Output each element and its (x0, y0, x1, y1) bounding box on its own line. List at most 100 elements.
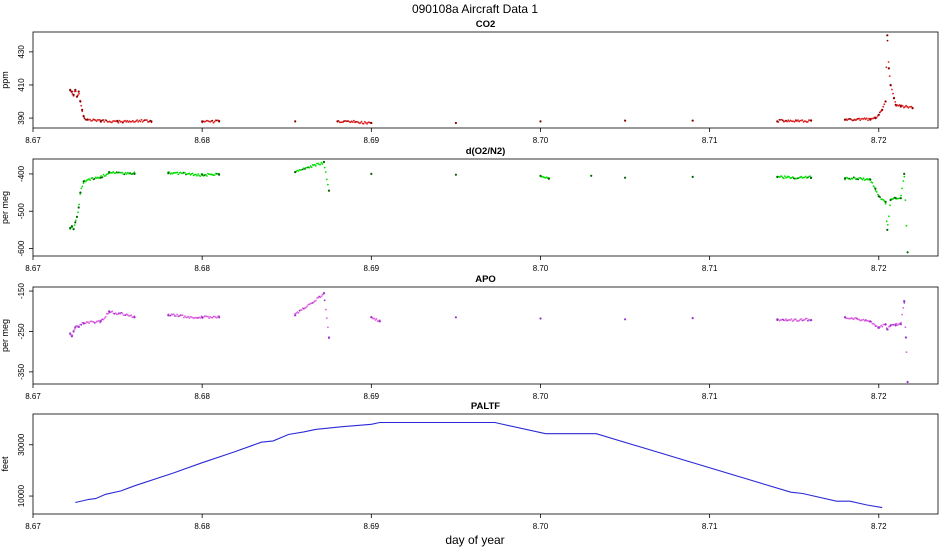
data-point (137, 121, 140, 123)
data-point (72, 228, 75, 231)
data-point (905, 351, 908, 353)
data-point (82, 180, 85, 183)
data-point (77, 325, 80, 328)
data-point (204, 173, 207, 176)
y-axis-label: feet (0, 456, 10, 472)
data-point (133, 316, 136, 319)
data-point (877, 113, 880, 116)
data-point (873, 323, 876, 326)
data-point (793, 120, 796, 123)
data-point (894, 324, 897, 327)
data-point (78, 92, 80, 95)
y-tick-label: -400 (17, 165, 26, 182)
y-tick-label: 390 (17, 111, 26, 125)
data-point (305, 306, 307, 309)
data-point (177, 173, 180, 176)
x-tick-label: 8.72 (871, 136, 887, 145)
data-point (776, 120, 779, 123)
data-point (124, 119, 126, 122)
data-point (184, 171, 186, 174)
data-point (74, 88, 77, 91)
data-point (70, 335, 73, 338)
data-point (875, 325, 878, 327)
data-point (882, 105, 885, 108)
data-point (88, 178, 90, 180)
data-point (167, 314, 170, 317)
data-point (121, 171, 124, 174)
y-tick-label: -350 (17, 363, 26, 380)
data-point (201, 316, 204, 319)
data-point (810, 319, 813, 322)
data-point (216, 317, 218, 319)
data-point (211, 119, 214, 122)
data-point (212, 121, 215, 124)
data-point (317, 296, 319, 299)
data-point (888, 75, 891, 77)
data-point (82, 115, 85, 118)
data-point (208, 317, 211, 319)
data-point (884, 202, 887, 205)
data-point (312, 301, 315, 304)
data-point (874, 117, 877, 120)
data-point (862, 177, 865, 180)
data-point (199, 317, 202, 319)
data-point (218, 173, 221, 176)
data-point (905, 224, 908, 227)
data-point (70, 225, 73, 228)
y-tick-label: 10000 (17, 484, 26, 507)
data-point (125, 121, 128, 123)
data-point (77, 90, 80, 93)
data-point (904, 336, 908, 339)
data-point (310, 166, 313, 169)
data-point (894, 101, 897, 103)
data-point (304, 168, 306, 170)
panel-apo: APO per meg 8.67 8.68 8.69 8.70 8.71 8.72 -350 -2… (0, 274, 939, 401)
data-point (319, 163, 322, 166)
data-point (874, 190, 877, 192)
data-point (624, 119, 627, 122)
data-point (93, 177, 96, 180)
x-tick-label: 8.67 (25, 264, 41, 273)
data-point (867, 119, 869, 122)
data-point (886, 34, 889, 37)
data-point (357, 121, 360, 123)
data-point (325, 178, 328, 181)
data-point (105, 119, 108, 122)
data-point (373, 317, 376, 320)
data-point (869, 118, 872, 121)
data-point (869, 320, 872, 323)
data-point (111, 310, 114, 313)
data-point (188, 172, 191, 175)
data-point (869, 178, 872, 181)
data-point (800, 175, 803, 178)
data-point (892, 97, 896, 100)
data-point (320, 161, 323, 164)
data-point (801, 119, 804, 121)
data-point (809, 175, 811, 178)
data-point (624, 176, 627, 179)
x-tick-label: 8.70 (533, 264, 549, 273)
data-point (169, 314, 172, 317)
data-point (803, 318, 806, 321)
data-point (74, 219, 77, 222)
panel-d-o2-n2: d(O2/N2) per meg 8.67 8.68 8.69 8.70 8.71 8.72 -… (0, 146, 939, 273)
data-point (889, 204, 891, 207)
data-point (108, 171, 111, 174)
data-point (792, 319, 795, 322)
data-point (800, 318, 803, 320)
data-point (539, 120, 542, 123)
data-point (353, 119, 355, 122)
data-point (69, 226, 72, 230)
data-point (454, 121, 457, 125)
data-point (101, 176, 104, 179)
x-tick-label: 8.69 (364, 264, 380, 273)
data-point (810, 176, 813, 179)
data-point (884, 200, 887, 203)
data-point (89, 118, 91, 121)
data-point (123, 173, 126, 176)
data-point (872, 117, 875, 120)
data-point (884, 100, 887, 103)
data-point (79, 100, 82, 103)
data-point (207, 315, 209, 318)
data-point (359, 122, 362, 124)
